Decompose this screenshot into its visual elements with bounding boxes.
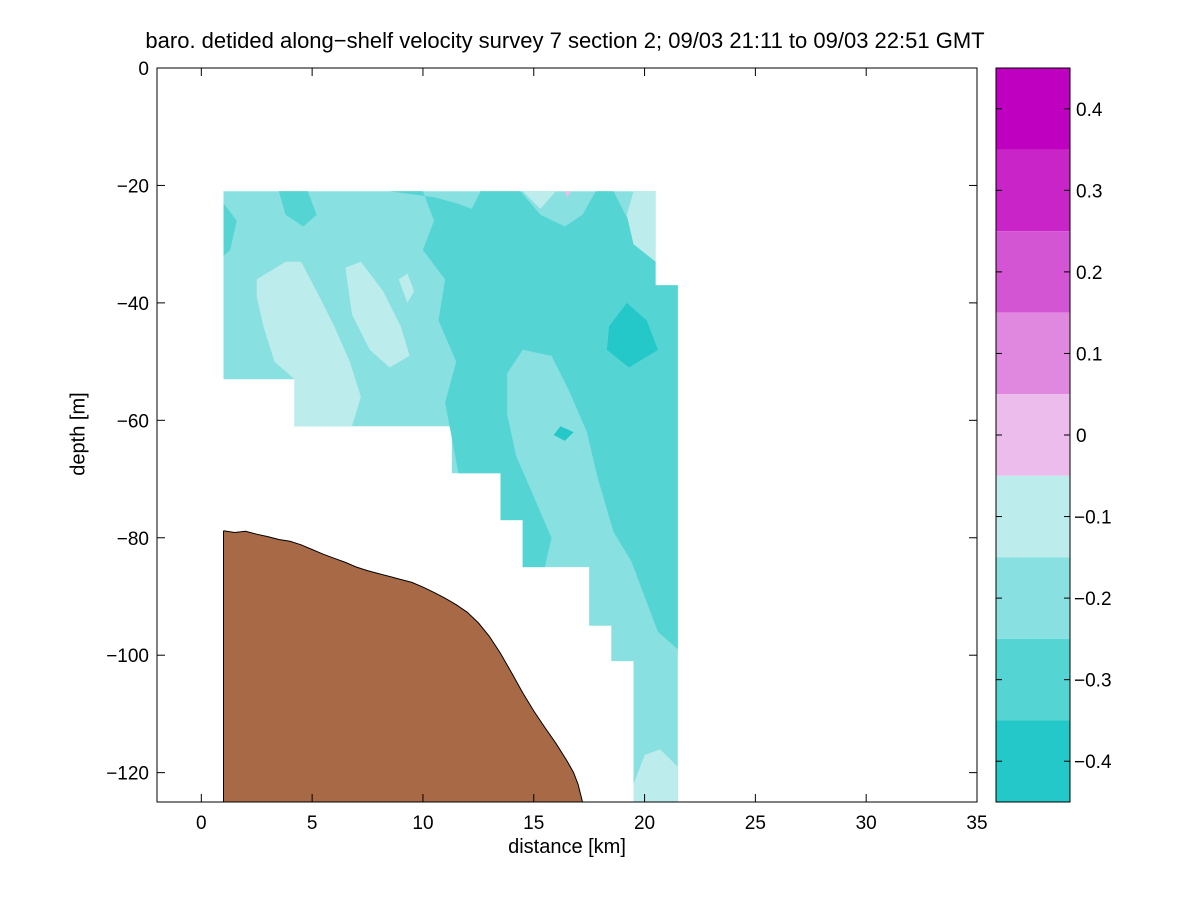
seafloor-fill (223, 530, 583, 802)
x-tick-label: 25 (745, 813, 766, 834)
y-tick-label: −100 (106, 646, 149, 667)
y-tick-label: −20 (117, 176, 149, 197)
y-tick-label: 0 (138, 59, 149, 80)
plot-frame (156, 67, 978, 803)
contour-region-11 (633, 749, 678, 802)
contour-region-1 (389, 191, 678, 650)
chart-title: baro. detided along−shelf velocity surve… (145, 28, 985, 53)
colorbar-tick-label: −0.3 (1074, 671, 1112, 692)
colorbar-swatch-4 (996, 394, 1070, 476)
contour-region-5 (553, 426, 574, 441)
colorbar-tick-label: 0 (1076, 426, 1087, 447)
colorbar-tick-label: −0.1 (1074, 508, 1112, 529)
colorbar-swatch-0 (996, 68, 1070, 150)
colorbar-tick-label: −0.2 (1074, 589, 1112, 610)
contour-region-12 (564, 191, 572, 198)
colorbar-swatch-2 (996, 231, 1070, 313)
x-tick-label: 35 (966, 813, 987, 834)
x-tick-label: 10 (412, 813, 433, 834)
x-tick-label: 0 (196, 813, 207, 834)
colorbar-swatch-1 (996, 149, 1070, 232)
colorbar: 0.4 0.3 0.2 0.1 0 −0.1 −0.2 −0.3 −0.4 (995, 67, 1112, 803)
colorbar-tick-label: 0.2 (1076, 263, 1102, 284)
contour-region-4 (606, 302, 658, 368)
colorbar-swatch-6 (996, 557, 1070, 639)
y-tick-label: −60 (117, 411, 149, 432)
contour-region-9 (522, 191, 556, 209)
contour-region-6 (256, 261, 361, 427)
x-tick-label: 15 (523, 813, 544, 834)
x-tick-label: 20 (634, 813, 655, 834)
contour-fill-layer (223, 191, 678, 802)
colorbar-tick-label: −0.4 (1074, 752, 1112, 773)
y-tick-label: −120 (106, 764, 149, 785)
seafloor-outline (223, 530, 583, 802)
contour-region-3 (223, 203, 237, 256)
colorbar-swatch-7 (996, 638, 1070, 721)
x-tick-label: 5 (307, 813, 318, 834)
contour-region-10 (626, 191, 656, 262)
colorbar-swatch-8 (996, 720, 1070, 802)
contour-region-8 (398, 273, 415, 303)
x-tick-label: 30 (856, 813, 877, 834)
y-tick-label: −40 (117, 294, 149, 315)
colorbar-swatch-5 (996, 475, 1070, 558)
y-tick-label: −80 (117, 529, 149, 550)
contour-region-7 (345, 261, 410, 368)
y-axis-label: depth [m] (67, 392, 90, 476)
colorbar-tick-label: 0.4 (1076, 100, 1103, 121)
colorbar-tick-label: 0.3 (1076, 181, 1102, 202)
x-axis-label: distance [km] (508, 836, 626, 858)
x-axis-ticks: 0 5 10 15 20 25 30 35 (196, 68, 988, 834)
y-axis-ticks: 0 −20 −40 −60 −80 −100 −120 (106, 59, 977, 785)
contour-region-2 (278, 191, 317, 227)
colorbar-tick-label: 0.1 (1076, 344, 1102, 365)
colorbar-swatch-3 (996, 312, 1070, 395)
bathymetry-layer (222, 530, 583, 802)
